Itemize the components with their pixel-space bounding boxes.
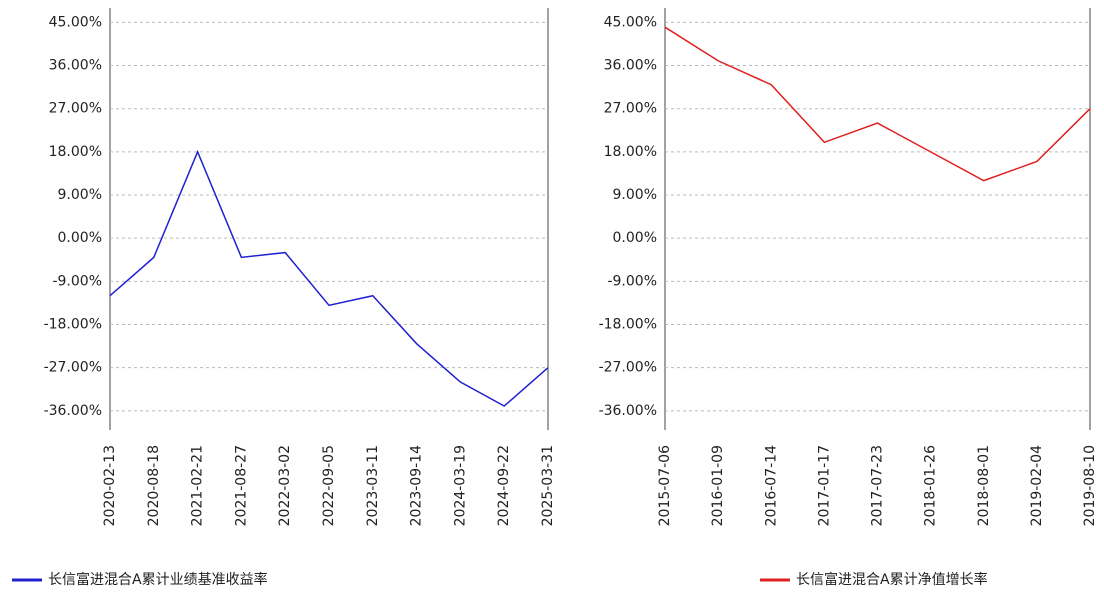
y-tick-label: 9.00%	[58, 187, 102, 203]
x-tick-label: 2016-07-14	[763, 445, 779, 526]
x-tick-label: 2017-07-23	[870, 445, 886, 526]
y-tick-label: 18.00%	[49, 144, 102, 160]
y-tick-label: 9.00%	[613, 187, 657, 203]
y-tick-label: -18.00%	[599, 317, 657, 333]
legend-label: 长信富进混合A累计业绩基准收益率	[48, 571, 268, 588]
y-tick-label: 0.00%	[58, 230, 102, 246]
y-tick-label: 27.00%	[49, 101, 102, 117]
x-tick-label: 2019-02-04	[1029, 445, 1045, 526]
y-tick-label: 18.00%	[604, 144, 657, 160]
y-tick-label: 45.00%	[49, 14, 102, 30]
x-tick-label: 2019-08-10	[1082, 445, 1098, 526]
y-tick-label: -36.00%	[44, 403, 102, 419]
x-tick-label: 2016-01-09	[710, 445, 726, 526]
y-tick-label: -18.00%	[44, 317, 102, 333]
x-tick-label: 2020-08-18	[146, 445, 162, 526]
x-tick-label: 2024-03-19	[452, 445, 468, 526]
chart: 45.00% 36.00% 27.00% 18.00% 9.00% 0.00% -9.00%…	[0, 0, 1104, 597]
x-tick-label: 2025-03-31	[540, 445, 556, 526]
y-tick-label: 36.00%	[49, 58, 102, 74]
x-tick-label: 2018-01-26	[923, 445, 939, 526]
y-tick-label: 0.00%	[613, 230, 657, 246]
y-tick-label: -36.00%	[599, 403, 657, 419]
y-tick-label: 36.00%	[604, 58, 657, 74]
y-tick-label: -9.00%	[607, 273, 657, 289]
data-line	[665, 27, 1090, 180]
x-tick-label: 2022-09-05	[321, 445, 337, 526]
x-tick-label: 2022-03-02	[277, 445, 293, 526]
legend-label: 长信富进混合A累计净值增长率	[796, 571, 988, 588]
x-tick-label: 2021-02-21	[190, 445, 206, 526]
x-tick-label: 2023-03-11	[365, 445, 381, 526]
y-tick-label: 27.00%	[604, 101, 657, 117]
x-tick-label: 2018-08-01	[976, 445, 992, 526]
x-tick-label: 2023-09-14	[409, 445, 425, 526]
y-tick-label: -27.00%	[44, 360, 102, 376]
y-tick-label: -27.00%	[599, 360, 657, 376]
x-tick-label: 2015-07-06	[657, 445, 673, 526]
x-tick-label: 2024-09-22	[496, 445, 512, 526]
y-tick-label: 45.00%	[604, 14, 657, 30]
x-tick-label: 2021-08-27	[233, 445, 249, 526]
y-tick-label: -9.00%	[52, 273, 102, 289]
x-tick-label: 2020-02-13	[102, 445, 118, 526]
x-tick-label: 2017-01-17	[816, 445, 832, 526]
